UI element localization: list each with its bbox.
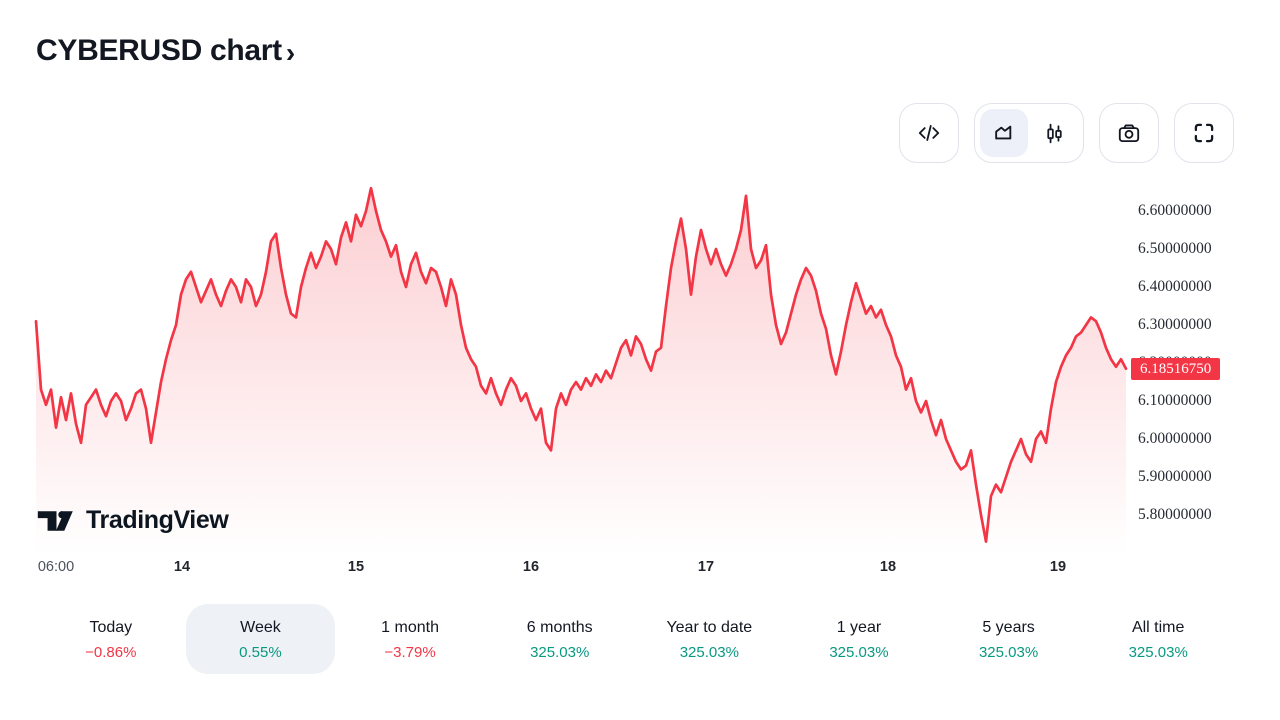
y-axis-label: 6.10000000 — [1138, 392, 1212, 409]
area-fill — [36, 188, 1126, 556]
range-change-value: −3.79% — [384, 644, 436, 661]
range-change-value: 325.03% — [829, 644, 889, 661]
range-change-value: 325.03% — [978, 644, 1039, 661]
page-title: CYBERUSD chart — [36, 34, 282, 67]
tradingview-logo-text: TradingView — [86, 506, 229, 534]
candles-icon — [1046, 123, 1062, 143]
x-axis-label: 06:00 — [37, 559, 75, 575]
range-week[interactable]: Week 0.55% — [185, 604, 336, 674]
range-6-months[interactable]: 6 months 325.03% — [485, 604, 635, 674]
x-axis-label: 17 — [697, 559, 715, 575]
range-label: Week — [240, 619, 281, 636]
snapshot-button[interactable] — [1099, 103, 1159, 163]
range-label: Year to date — [666, 619, 753, 636]
y-axis-label: 6.00000000 — [1138, 430, 1212, 447]
area-chart-icon — [994, 125, 1011, 139]
price-line — [34, 186, 1128, 543]
candles-chart-button[interactable] — [1030, 109, 1078, 157]
y-axis-label: 6.40000000 — [1138, 278, 1212, 295]
range-year-to-date[interactable]: Year to date 325.03% — [635, 604, 785, 674]
range-5-years[interactable]: 5 years 325.03% — [934, 604, 1084, 674]
x-axis-label: 14 — [173, 559, 191, 575]
range-change-value: −0.86% — [85, 644, 137, 661]
camera-icon — [1118, 124, 1140, 143]
x-axis-label: 16 — [522, 559, 540, 575]
range-label: 6 months — [526, 619, 593, 636]
tradingview-logo-icon — [37, 510, 73, 531]
y-axis-label: 6.30000000 — [1138, 316, 1212, 333]
y-axis-label: 5.90000000 — [1138, 468, 1212, 485]
y-axis-label: 5.80000000 — [1138, 506, 1212, 523]
tradingview-logo-link[interactable]: TradingView — [36, 506, 229, 535]
range-1-year[interactable]: 1 year 325.03% — [784, 604, 934, 674]
fullscreen-button[interactable] — [1174, 103, 1234, 163]
range-1-month[interactable]: 1 month −3.79% — [335, 604, 485, 674]
range-label: 1 year — [836, 619, 882, 636]
last-price-badge: 6.18516750 — [1131, 358, 1221, 380]
range-label: Today — [89, 619, 133, 636]
range-label: 1 month — [381, 619, 439, 636]
range-change-value: 0.55% — [239, 644, 282, 661]
range-today[interactable]: Today −0.86% — [36, 604, 186, 674]
chevron-right-icon: › — [285, 37, 296, 68]
range-selector: Today −0.86% Week 0.55% 1 month −3.79% 6… — [36, 604, 1233, 674]
range-all-time[interactable]: All time 325.03% — [1083, 604, 1233, 674]
x-axis-label: 19 — [1049, 559, 1067, 575]
range-label: All time — [1131, 619, 1185, 636]
y-axis-label: 6.60000000 — [1138, 202, 1212, 219]
x-axis-label: 18 — [879, 559, 897, 575]
symbol-title-link[interactable]: CYBERUSD chart › — [36, 34, 295, 68]
chart-type-switcher — [974, 103, 1084, 163]
chart-toolbar — [899, 103, 1234, 163]
code-icon — [918, 125, 940, 141]
range-change-value: 325.03% — [530, 644, 590, 661]
range-label: 5 years — [982, 619, 1035, 636]
range-change-value: 325.03% — [1128, 644, 1188, 661]
range-change-value: 325.03% — [679, 644, 739, 661]
fullscreen-icon — [1194, 123, 1214, 143]
y-axis-label: 6.50000000 — [1138, 240, 1212, 257]
x-axis-label: 15 — [347, 559, 365, 575]
code-view-button[interactable] — [899, 103, 959, 163]
area-chart-button[interactable] — [980, 109, 1028, 157]
